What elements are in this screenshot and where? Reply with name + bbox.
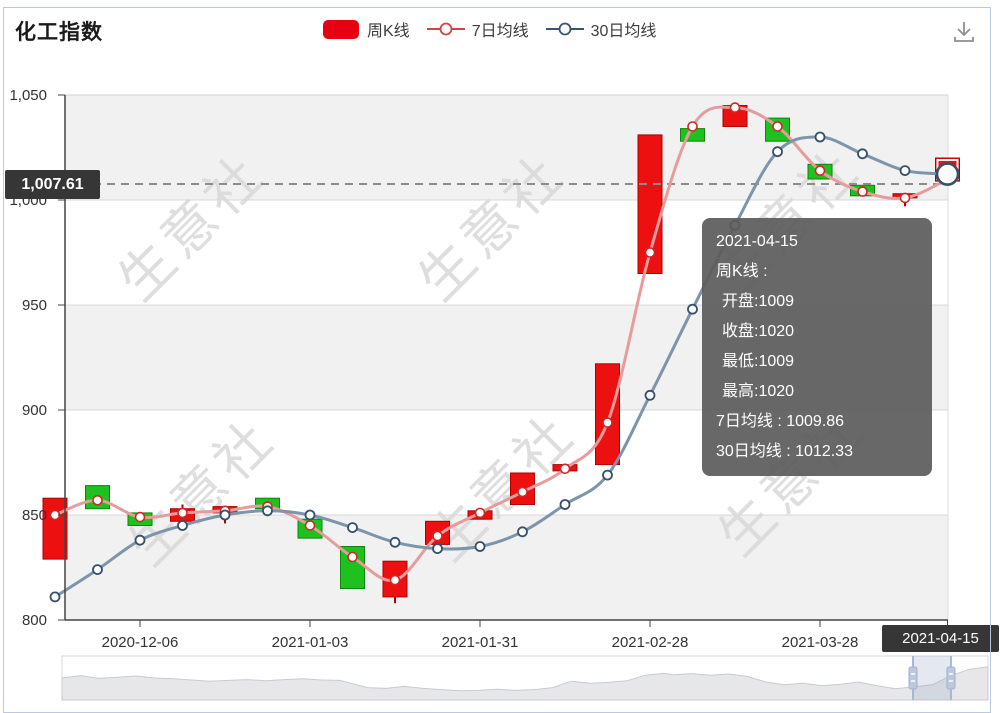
navigator[interactable] — [61, 655, 989, 701]
tooltip-ma30: 30日均线 : 1012.33 — [716, 443, 853, 460]
ma30-marker — [219, 509, 231, 521]
ma7-marker — [389, 574, 401, 586]
ma30-marker — [559, 499, 571, 510]
ma30-marker — [134, 534, 146, 546]
x-tick-label: 2020-12-06 — [102, 634, 179, 651]
legend-label: 周K线 — [367, 23, 410, 40]
ma30-marker — [644, 389, 656, 401]
ma7-marker — [772, 121, 783, 132]
y-tick-label: 900 — [22, 402, 47, 419]
ma7-marker — [687, 121, 698, 132]
legend-label: 7日均线 — [471, 23, 529, 40]
y-tick-label: 800 — [22, 612, 47, 629]
ma30-marker — [857, 148, 868, 160]
current-value-label: 1,007.61 — [5, 170, 100, 199]
ma7-marker — [347, 551, 358, 563]
ma30-line-icon — [545, 22, 584, 36]
ma30-marker — [262, 505, 273, 517]
ma7-marker — [92, 494, 103, 506]
x-tick-label: 2021-02-28 — [612, 634, 689, 651]
tooltip-ma7: 7日均线 : 1009.86 — [716, 413, 845, 430]
y-tick-label: 950 — [22, 297, 47, 314]
tooltip-close: 收盘:1020 — [722, 323, 795, 340]
ma7-marker — [729, 102, 741, 113]
ma30-marker — [814, 131, 826, 143]
navigator-selection — [912, 656, 951, 700]
download-button[interactable] — [948, 16, 980, 48]
ma7-marker — [304, 520, 316, 531]
ma30-marker — [92, 564, 103, 575]
legend-item-weekly-kline[interactable]: 周K线 — [323, 17, 410, 41]
ma7-marker — [474, 507, 486, 519]
candle-body — [42, 497, 68, 560]
ma7-marker — [899, 192, 911, 204]
ma7-marker — [644, 247, 656, 258]
x-tick-label: 2021-03-28 — [782, 634, 859, 651]
tooltip-series-title: 周K线 : — [716, 263, 768, 280]
legend-item-ma30[interactable]: 30日均线 — [545, 17, 657, 41]
ma7-marker — [559, 463, 571, 475]
ma30-marker-selected — [935, 162, 960, 186]
handle-grip — [946, 666, 956, 690]
x-tick-label: 2021-01-31 — [442, 634, 519, 651]
navigator-handle-right[interactable] — [946, 656, 956, 700]
ma30-marker — [687, 303, 698, 315]
navigator-handle-left[interactable] — [908, 656, 918, 700]
grid-band — [65, 515, 948, 620]
tooltip-high: 最高:1020 — [722, 383, 795, 400]
tooltip-low: 最低:1009 — [722, 353, 795, 370]
ma30-marker — [899, 165, 911, 177]
ma30-marker — [772, 146, 783, 158]
ma30-marker — [432, 543, 443, 554]
y-tick-label: 1,050 — [9, 87, 47, 104]
ma7-marker — [857, 186, 868, 197]
tooltip: 2021-04-15 周K线 : 开盘:1009 收盘:1020 最低:1009… — [702, 218, 932, 476]
ma30-marker — [389, 536, 401, 548]
y-tick-label: 850 — [22, 507, 47, 524]
ma7-marker — [814, 165, 826, 176]
legend: 周K线 7日均线 30日均线 — [323, 17, 673, 41]
selected-date-label: 2021-04-15 — [882, 625, 999, 652]
ma30-marker — [474, 541, 486, 552]
plot-area: 生意社生意社生意社生意社生意社生意社 — [65, 94, 949, 620]
ma30-marker — [304, 509, 316, 521]
legend-item-ma7[interactable]: 7日均线 — [426, 17, 529, 41]
tooltip-open: 开盘:1009 — [722, 293, 795, 310]
ma7-marker — [432, 530, 443, 542]
kline-swatch-icon — [323, 19, 359, 39]
x-tick-label: 2021-01-03 — [272, 634, 349, 651]
legend-label: 30日均线 — [590, 23, 657, 40]
navigator-area — [61, 666, 989, 701]
download-icon — [954, 22, 974, 42]
ma7-marker — [517, 486, 528, 498]
ma30-marker — [49, 591, 61, 603]
ma30-marker — [517, 526, 528, 538]
page-title: 化工指数 — [15, 21, 103, 44]
ma30-marker — [602, 469, 613, 481]
ma7-marker — [134, 511, 146, 523]
ma30-marker — [347, 522, 358, 533]
ma7-marker — [602, 417, 613, 428]
tooltip-date: 2021-04-15 — [716, 233, 798, 250]
ma7-marker — [177, 507, 188, 519]
grid-band — [65, 95, 948, 200]
handle-grip — [908, 666, 918, 690]
candle-body — [595, 363, 620, 466]
ma30-marker — [177, 520, 188, 531]
ma7-line-icon — [426, 22, 465, 36]
